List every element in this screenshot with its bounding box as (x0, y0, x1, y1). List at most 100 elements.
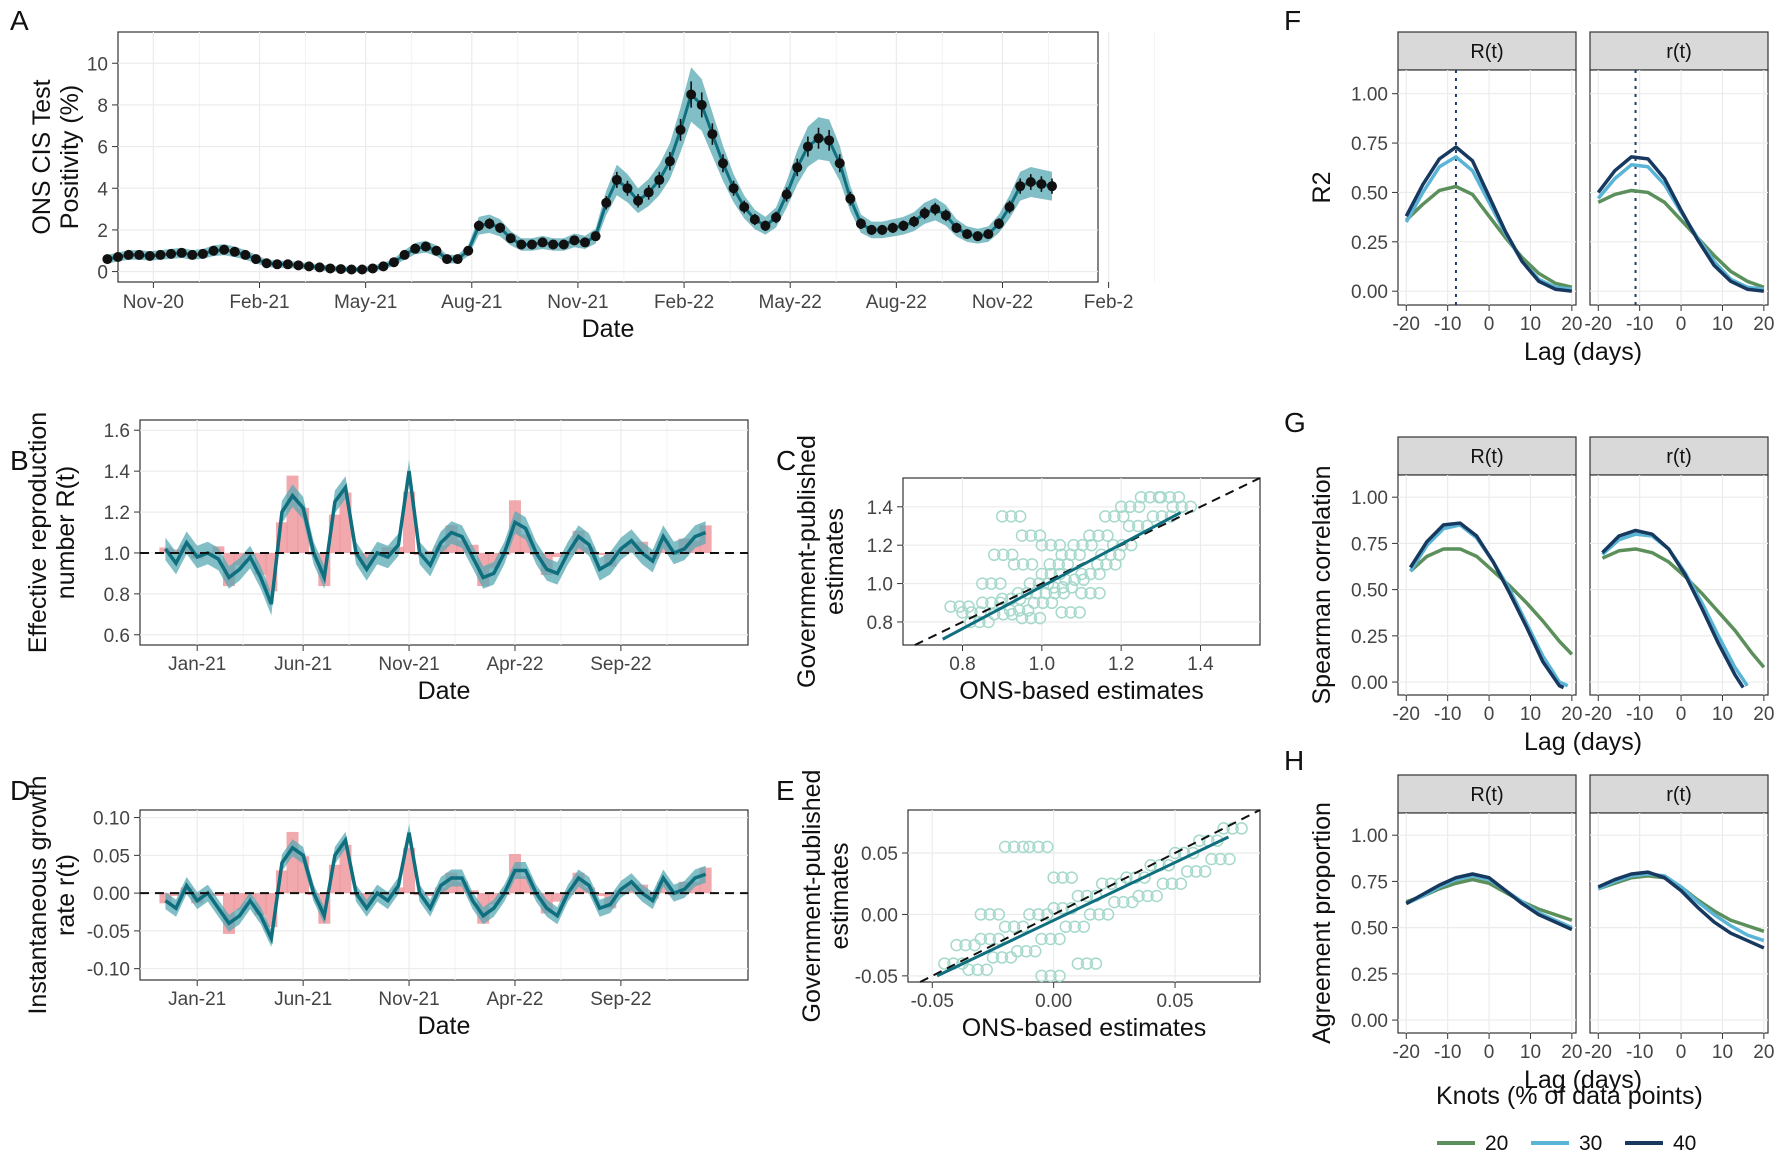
facet-panel (1589, 474, 1769, 696)
scatter-point (1053, 969, 1066, 983)
x-axis-label: ONS-based estimates (959, 677, 1204, 705)
scatter-point (1080, 957, 1094, 970)
panel-letter-h: H (1284, 745, 1304, 776)
regression-line (941, 511, 1182, 641)
data-point (378, 261, 389, 272)
scatter-point (1144, 859, 1158, 872)
x-tick-label: Apr-22 (486, 654, 543, 675)
gov-estimate-bar (466, 890, 479, 894)
scatter-point (1044, 538, 1058, 552)
scatter-point (1056, 902, 1069, 915)
y-tick-label: 0.05 (93, 846, 130, 867)
y-tick-label: -0.05 (855, 967, 898, 988)
series-line-knots-40 (1601, 528, 1745, 689)
scatter-point (1099, 510, 1112, 523)
scatter-point (1117, 510, 1130, 523)
x-tick-label: 1.4 (1187, 654, 1214, 675)
scatter-point (1189, 865, 1203, 878)
facet-strip-label: R(t) (1470, 446, 1503, 468)
data-point (962, 229, 973, 240)
scatter-point (1035, 969, 1048, 983)
scatter-point (1093, 567, 1106, 581)
scatter-point (1048, 586, 1062, 600)
scatter-point (1092, 529, 1105, 542)
estimate-line (164, 470, 707, 605)
gov-estimate-bar (551, 893, 564, 902)
scatter-point (974, 932, 988, 946)
x-tick-label: 20 (1753, 314, 1774, 335)
scatter-point (1101, 529, 1114, 542)
scatter-point (1075, 567, 1088, 581)
panel-e: -0.05 0.00 0.05 -0.05 0.00 0.05 (855, 809, 1261, 1012)
gov-estimate-bar (593, 552, 606, 555)
scatter-point (976, 596, 989, 610)
x-tick-label: 10 (1712, 704, 1733, 725)
gov-estimate-bar (170, 549, 183, 553)
data-point (749, 214, 760, 225)
x-tick-label: Nov-22 (972, 292, 1033, 313)
panel-letter-a: A (10, 5, 29, 36)
y-tick-label: 0.00 (93, 884, 130, 905)
scatter-point (995, 951, 1009, 964)
x-tick-label: 10 (1520, 704, 1541, 725)
data-point (399, 249, 410, 260)
scatter-point (1053, 538, 1067, 552)
scatter-point (1068, 920, 1082, 933)
scatter-point (1114, 500, 1128, 514)
scatter-point (1132, 500, 1146, 514)
scatter-point (1041, 840, 1054, 854)
x-tick-label: May-21 (334, 292, 397, 313)
data-point (707, 129, 718, 140)
data-point (760, 220, 771, 231)
series-line-knots-40 (1404, 145, 1573, 293)
panel-letter-c: C (776, 445, 796, 476)
x-axis-label: Date (418, 677, 471, 705)
x-tick-label: 0 (1676, 314, 1687, 335)
data-point (781, 189, 792, 200)
x-tick-label: 0 (1676, 704, 1687, 725)
scatter-point (1095, 548, 1108, 562)
scatter-point (1174, 877, 1188, 890)
x-tick-label: Jun-21 (274, 654, 332, 675)
panel-g: R(t) -20 -10 0 10 20 0.00 0.25 0.50 0.75 1.00 r(t) -… (1351, 436, 1774, 725)
facet-panel (1397, 474, 1577, 696)
data-point (442, 254, 453, 265)
data-point (1015, 181, 1026, 192)
scatter-point (1065, 581, 1078, 594)
x-tick-label: 20 (1753, 1042, 1774, 1063)
scatter-point (1007, 558, 1021, 571)
x-tick-label: Sep-22 (590, 654, 651, 675)
scatter-point (1095, 877, 1109, 890)
y-tick-label: 1.6 (104, 421, 130, 442)
data-point (420, 241, 431, 252)
scatter-point (1024, 611, 1038, 625)
data-point (558, 239, 569, 250)
series-line-knots-40 (1597, 870, 1765, 950)
x-tick-label: Feb-2 (1084, 292, 1134, 313)
scatter-point (1010, 945, 1024, 958)
y-axis-label: Positivity (%) (56, 85, 84, 229)
y-tick-label: 0.00 (1351, 1011, 1388, 1032)
y-axis-label: Government-published (798, 770, 826, 1023)
data-point (824, 135, 835, 146)
series-line-knots-30 (1404, 155, 1573, 291)
y-tick-label: 0.75 (1351, 134, 1388, 155)
y-tick-label: 0.00 (1351, 673, 1388, 694)
series-line-knots-40 (1405, 872, 1573, 932)
y-axis-label: Spearman correlation (1308, 465, 1336, 704)
x-tick-label: 1.0 (1029, 654, 1055, 675)
scatter-point (986, 951, 1000, 964)
scatter-point (1055, 548, 1068, 562)
gov-estimate-bar (689, 881, 702, 894)
scatter-point (1092, 908, 1106, 921)
scatter-point (1056, 581, 1069, 594)
x-tick-label: 10 (1520, 314, 1541, 335)
data-point (463, 245, 474, 256)
scatter-point (953, 600, 966, 613)
scatter-point (1035, 567, 1049, 581)
x-tick-label: Aug-22 (866, 292, 927, 313)
y-tick-label: 1.00 (1351, 826, 1388, 847)
data-point (622, 183, 633, 194)
data-point (919, 208, 930, 219)
